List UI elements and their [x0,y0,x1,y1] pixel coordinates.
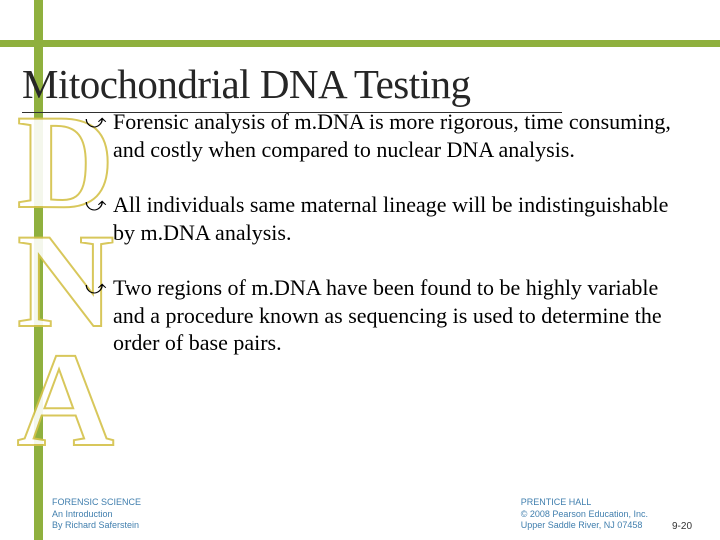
page-number: 9-20 [672,521,692,532]
bullet-text: Forensic analysis of m.DNA is more rigor… [113,109,671,162]
footer-right-wrap: PRENTICE HALL © 2008 Pearson Education, … [521,497,692,532]
bullet-item: ⤻ Two regions of m.DNA have been found t… [85,274,685,357]
bullet-text: Two regions of m.DNA have been found to … [113,275,662,355]
footer-left: FORENSIC SCIENCE An Introduction By Rich… [52,497,141,532]
bullet-icon: ⤻ [85,110,106,135]
bullet-icon: ⤻ [85,193,106,218]
footer-left-line3: By Richard Saferstein [52,520,141,532]
footer-right-line2: © 2008 Pearson Education, Inc. [521,509,648,521]
bullet-icon: ⤻ [85,276,106,301]
footer-right: PRENTICE HALL © 2008 Pearson Education, … [521,497,648,532]
footer-left-line2: An Introduction [52,509,141,521]
decor-horizontal-bar [0,40,720,47]
footer: FORENSIC SCIENCE An Introduction By Rich… [52,497,692,532]
content-area: ⤻ Forensic analysis of m.DNA is more rig… [85,108,685,385]
footer-right-line3: Upper Saddle River, NJ 07458 [521,520,648,532]
bullet-item: ⤻ All individuals same maternal lineage … [85,191,685,246]
footer-left-line1: FORENSIC SCIENCE [52,497,141,509]
bullet-item: ⤻ Forensic analysis of m.DNA is more rig… [85,108,685,163]
footer-right-line1: PRENTICE HALL [521,497,648,509]
slide-title: Mitochondrial DNA Testing [22,60,471,108]
bullet-text: All individuals same maternal lineage wi… [113,192,668,245]
